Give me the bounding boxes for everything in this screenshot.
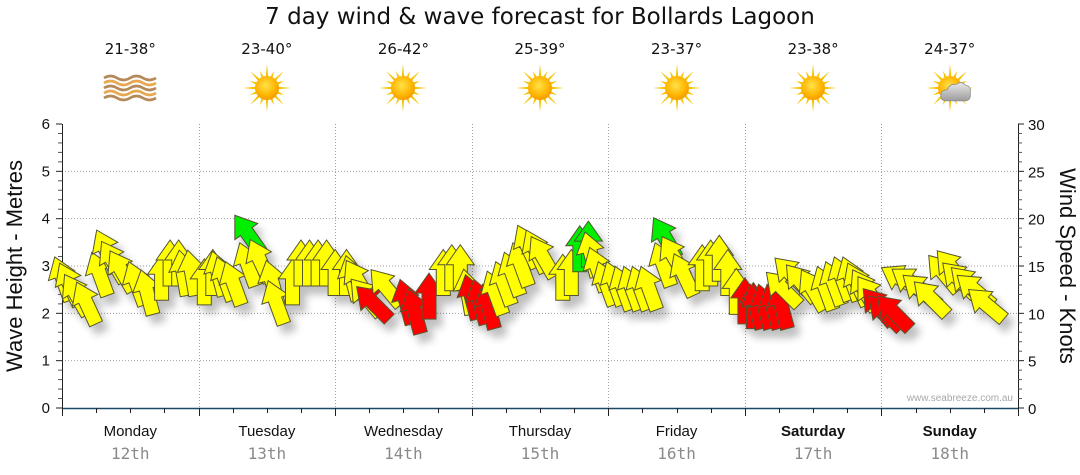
x-date-label: 17th <box>794 444 833 463</box>
temperature-range: 23-37° <box>651 40 703 58</box>
dust-haze-icon <box>103 74 157 102</box>
temperature-range: 21-38° <box>104 40 156 58</box>
right-tick-label: 25 <box>1028 164 1045 181</box>
wind-arrow <box>261 279 292 327</box>
forecast-day-sunday: 24-37° <box>881 40 1018 112</box>
left-tick-label: 0 <box>42 400 50 417</box>
right-axis-title: Wind Speed - Knots <box>1055 168 1080 364</box>
wind-arrow <box>876 295 916 335</box>
forecast-day-thursday: 25-39° <box>472 40 609 112</box>
sunny-icon <box>379 64 428 112</box>
chart-title: 7 day wind & wave forecast for Bollards … <box>265 4 815 30</box>
x-date-label: 13th <box>248 444 287 463</box>
wind-arrow <box>913 281 953 321</box>
right-tick-label: 15 <box>1028 259 1045 276</box>
sunny-icon <box>242 64 291 112</box>
left-tick-label: 4 <box>42 211 50 228</box>
right-tick-label: 10 <box>1028 306 1045 323</box>
left-tick-label: 3 <box>42 258 50 275</box>
x-day-label: Friday <box>656 423 698 440</box>
x-date-label: 16th <box>657 444 696 463</box>
temperature-range: 23-40° <box>241 40 293 58</box>
left-tick-label: 1 <box>42 353 50 370</box>
sunny-icon <box>789 64 838 112</box>
temperature-range: 25-39° <box>514 40 566 58</box>
left-tick-label: 6 <box>42 116 50 133</box>
right-tick-label: 5 <box>1028 354 1036 371</box>
left-tick-label: 5 <box>42 163 50 180</box>
forecast-day-wednesday: 26-42° <box>335 40 472 112</box>
right-tick-label: 20 <box>1028 212 1045 229</box>
x-day-label: Thursday <box>509 423 572 440</box>
watermark: www.seabreeze.com.au <box>906 393 1013 404</box>
partly-cloudy-icon <box>925 64 974 112</box>
temperature-range: 24-37° <box>924 40 976 58</box>
forecast-day-saturday: 23-38° <box>745 40 882 112</box>
x-date-label: 12th <box>111 444 150 463</box>
right-tick-label: 30 <box>1028 117 1045 134</box>
x-day-label: Tuesday <box>238 423 295 440</box>
x-day-label: Wednesday <box>364 423 443 440</box>
forecast-day-monday: 21-38° <box>62 40 199 112</box>
wind-arrow <box>131 269 161 317</box>
forecast-day-tuesday: 23-40° <box>199 40 336 112</box>
x-day-label: Sunday <box>923 423 978 440</box>
wind-arrow <box>218 260 249 308</box>
x-date-label: 15th <box>521 444 560 463</box>
wind-arrow <box>71 281 104 328</box>
temperature-range: 26-42° <box>377 40 429 58</box>
x-day-label: Saturday <box>781 423 846 440</box>
left-axis-title: Wave Height - Metres <box>2 160 27 372</box>
sunny-icon <box>652 64 701 112</box>
left-tick-label: 2 <box>42 305 50 322</box>
axes: 0 1 2 3 4 5 6 0 5 10 15 20 25 30 Monday 12th Tuesday 13th… <box>42 116 1045 463</box>
x-date-label: 14th <box>384 444 423 463</box>
temperature-range: 23-38° <box>787 40 839 58</box>
sunny-icon <box>515 64 564 112</box>
wind-arrow <box>633 265 664 313</box>
wind-arrow <box>356 285 395 325</box>
right-tick-label: 0 <box>1028 401 1036 418</box>
x-date-label: 18th <box>930 444 969 463</box>
wind-arrow <box>967 288 1010 326</box>
forecast-day-friday: 23-37° <box>608 40 745 112</box>
wind-arrow <box>399 288 429 336</box>
x-day-label: Monday <box>104 423 158 440</box>
wind-arrows <box>47 214 1010 336</box>
